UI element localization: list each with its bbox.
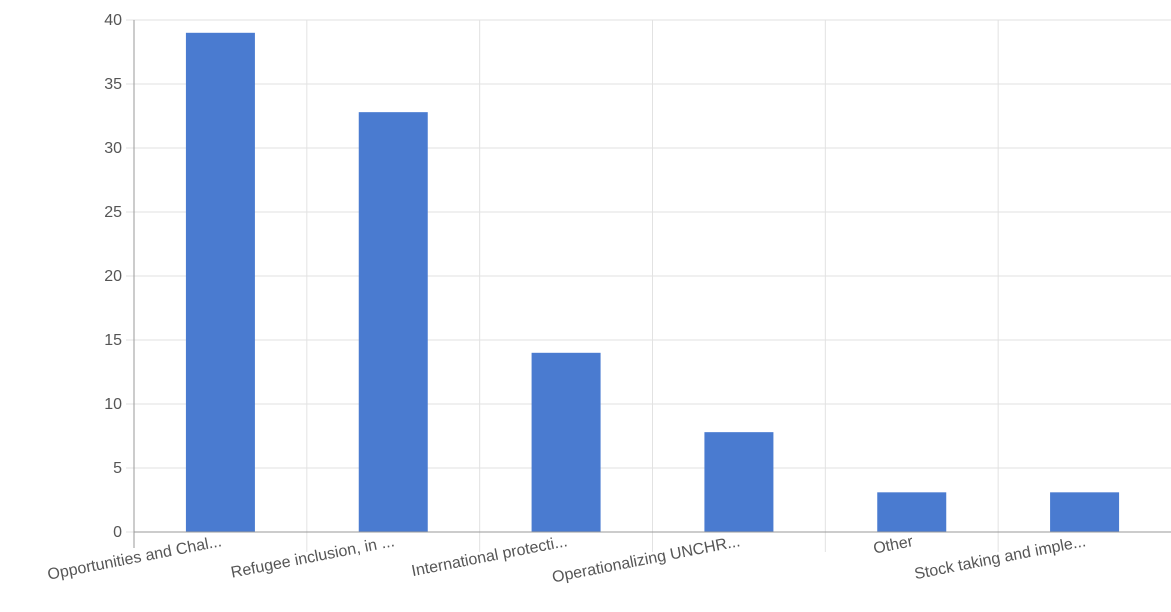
bar[interactable] [185, 32, 255, 533]
y-tick-label: 20 [104, 268, 122, 285]
y-tick-label: 40 [104, 12, 122, 29]
y-axis-tick-labels: 0 5 10 15 20 25 30 35 40 [104, 12, 122, 541]
x-category-label: Operationalizing UNCHR... [551, 533, 742, 586]
y-tick-label: 5 [113, 460, 122, 477]
x-category-label: Stock taking and imple... [913, 533, 1087, 583]
y-tick-label: 0 [113, 524, 122, 541]
y-tick-label: 35 [104, 76, 122, 93]
x-category-label: Refugee inclusion, in ... [229, 533, 396, 581]
grid-lines [126, 19, 1171, 552]
y-tick-label: 25 [104, 204, 122, 221]
bar[interactable] [531, 352, 601, 532]
axes [133, 20, 1171, 548]
bar[interactable] [1050, 492, 1120, 532]
y-tick-label: 30 [104, 140, 122, 157]
x-axis-category-labels: Opportunities and Chal... Refugee inclusi… [46, 533, 1087, 586]
x-category-label: Other [872, 533, 915, 557]
bar[interactable] [358, 112, 428, 532]
y-tick-label: 10 [104, 396, 122, 413]
bar[interactable] [877, 492, 947, 532]
x-category-label: International protecti... [410, 533, 569, 580]
bars [185, 32, 1120, 533]
x-category-label: Opportunities and Chal... [46, 533, 223, 583]
y-tick-label: 15 [104, 332, 122, 349]
bar[interactable] [704, 432, 774, 532]
